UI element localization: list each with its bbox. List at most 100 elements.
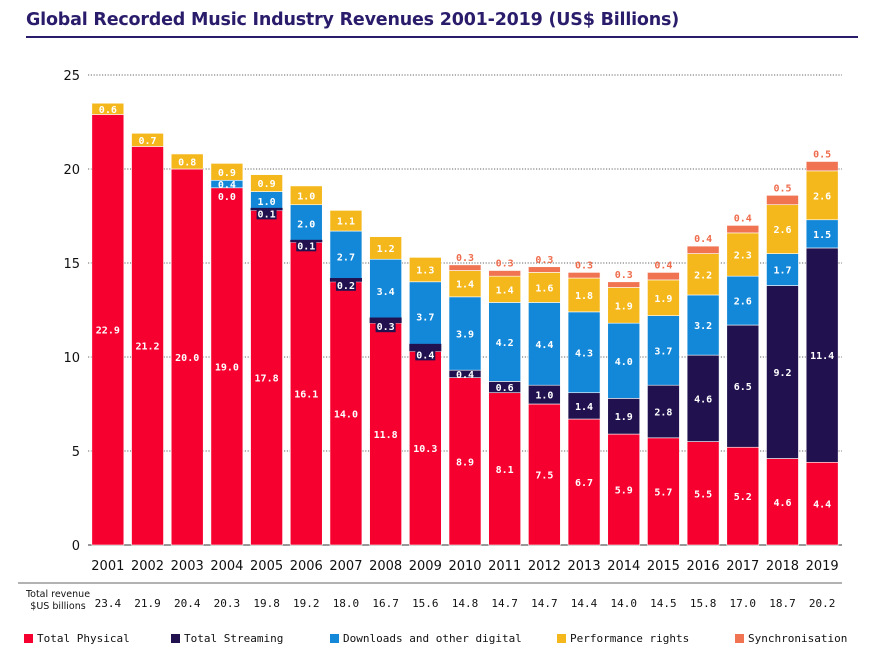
data-label-performance: 0.8 (178, 157, 196, 168)
data-label-performance: 2.6 (773, 225, 791, 236)
data-label-bg (415, 349, 436, 361)
bar-segment-downloads (766, 253, 799, 286)
total-value: 14.0 (610, 597, 637, 610)
legend-label: Total Streaming (184, 632, 284, 645)
data-label-sync: 0.5 (813, 149, 831, 160)
y-tick-label: 20 (63, 163, 80, 178)
bar-segment-physical (567, 418, 601, 546)
data-label-physical: 16.1 (294, 390, 318, 401)
bar-stack-2013: 6.7 1.4 4.3 1.8 0.3 (567, 260, 601, 546)
x-tick-label: 2001 (91, 559, 124, 574)
x-tick-label: 2013 (568, 559, 601, 574)
bar-segment-downloads (567, 311, 601, 394)
y-tick-label: 25 (63, 69, 80, 84)
bar-segment-downloads (488, 302, 521, 382)
data-label-performance: 1.1 (337, 217, 355, 228)
data-label-downloads: 3.2 (694, 321, 712, 332)
x-tick-label: 2016 (687, 559, 720, 574)
data-label-performance: 1.2 (377, 244, 395, 255)
bar-stack-2007: 14.0 2.7 1.1 (329, 210, 363, 546)
x-tick-label: 2006 (290, 559, 323, 574)
bar-segment-downloads (329, 230, 363, 283)
data-label-downloads: 4.0 (615, 357, 633, 368)
data-label-extra: 0.0 (218, 192, 236, 203)
bar-segment-physical (289, 242, 323, 546)
bar-stack-2018: 4.6 9.2 1.7 2.6 0.5 (766, 183, 799, 546)
total-value: 19.2 (293, 597, 320, 610)
bar-segment-performance (448, 270, 482, 298)
bar-segment-sync (567, 272, 601, 279)
bar-segment-performance (488, 275, 521, 303)
total-value: 14.7 (491, 597, 518, 610)
bar-stack-2006: 16.1 2.0 1.0 (289, 185, 323, 546)
data-label-physical: 14.0 (334, 409, 358, 420)
data-label-streaming: 0.4 (456, 370, 474, 381)
data-label-streaming: 11.4 (810, 351, 834, 362)
bar-stack-2002: 21.2 0.7 (131, 132, 164, 546)
data-label-physical: 8.1 (496, 465, 514, 476)
data-label-sync: 0.3 (456, 253, 474, 264)
legend-label: Downloads and other digital (343, 632, 522, 645)
bar-segment-streaming (726, 324, 760, 448)
bar-segment-streaming-sliver (409, 343, 442, 352)
legend-label: Synchronisation (748, 632, 848, 645)
bar-stack-2003: 20.0 0.8 (170, 153, 204, 546)
bar-segment-downloads (607, 322, 641, 399)
data-label-streaming: 9.2 (773, 368, 791, 379)
data-label-sync: 0.5 (773, 183, 791, 194)
total-value: 20.3 (214, 597, 241, 610)
x-tick-label: 2012 (528, 559, 561, 574)
data-label-streaming: 0.2 (337, 281, 355, 292)
legend-swatch-physical (24, 634, 33, 643)
bar-segment-streaming (607, 398, 641, 435)
data-label-downloads: 4.3 (575, 348, 593, 359)
bar-segment-performance (250, 174, 283, 192)
data-label-sync: 0.4 (734, 213, 752, 224)
bar-segment-physical (250, 210, 283, 546)
data-label-physical: 5.5 (694, 489, 712, 500)
data-label-performance: 1.4 (456, 280, 474, 291)
x-tick-label: 2007 (329, 559, 362, 574)
bar-segment-physical (131, 146, 164, 546)
data-label-physical: 22.9 (96, 326, 120, 337)
bar-segment-performance (686, 253, 720, 296)
bar-segment-downloads (369, 258, 402, 324)
total-value: 18.7 (769, 597, 796, 610)
bar-segment-physical (686, 441, 720, 546)
data-label-sync: 0.3 (535, 255, 553, 266)
bar-segment-physical (448, 377, 482, 546)
bar-segment-sync (488, 270, 521, 277)
legend-swatch-streaming (171, 634, 180, 643)
data-label-bg (256, 208, 277, 220)
bar-segment-sync (805, 161, 839, 172)
bar-segment-downloads (805, 219, 839, 249)
total-value: 19.8 (253, 597, 280, 610)
total-value: 23.4 (95, 597, 122, 610)
total-value: 15.6 (412, 597, 439, 610)
bar-stack-2014: 5.9 1.9 4.0 1.9 0.3 (607, 270, 641, 546)
total-value: 14.8 (452, 597, 479, 610)
legend-item-downloads: Downloads and other digital (330, 632, 522, 645)
data-label-bg (375, 321, 396, 333)
bar-segment-streaming (647, 384, 680, 439)
x-axis: 2001 2002 2003 2004 2005 2006 2007 2008 2009 2010… (91, 559, 838, 574)
legend: Total Physical Total Streaming Downloads… (24, 632, 864, 648)
data-label-physical: 20.0 (175, 353, 199, 364)
data-label-physical: 7.5 (535, 471, 553, 482)
data-label-physical: 8.9 (456, 457, 474, 468)
totals-row: 23.4 21.9 20.4 20.3 19.8 19.2 18.0 16.7 15.6 14.8… (18, 582, 842, 610)
total-value: 20.4 (174, 597, 201, 610)
data-label-sync: 0.4 (694, 234, 712, 245)
total-value: 15.8 (690, 597, 717, 610)
bar-segment-downloads (409, 281, 442, 352)
bar-segment-sync (607, 281, 641, 288)
bar-segment-physical (726, 446, 760, 546)
bar-segment-performance (567, 277, 601, 313)
data-label-physical: 5.2 (734, 492, 752, 503)
legend-label: Total Physical (37, 632, 130, 645)
legend-swatch-downloads (330, 634, 339, 643)
data-label-performance: 1.4 (496, 285, 514, 296)
title-divider (26, 36, 858, 38)
bar-segment-performance (766, 204, 799, 254)
data-label-physical: 10.3 (413, 444, 437, 455)
